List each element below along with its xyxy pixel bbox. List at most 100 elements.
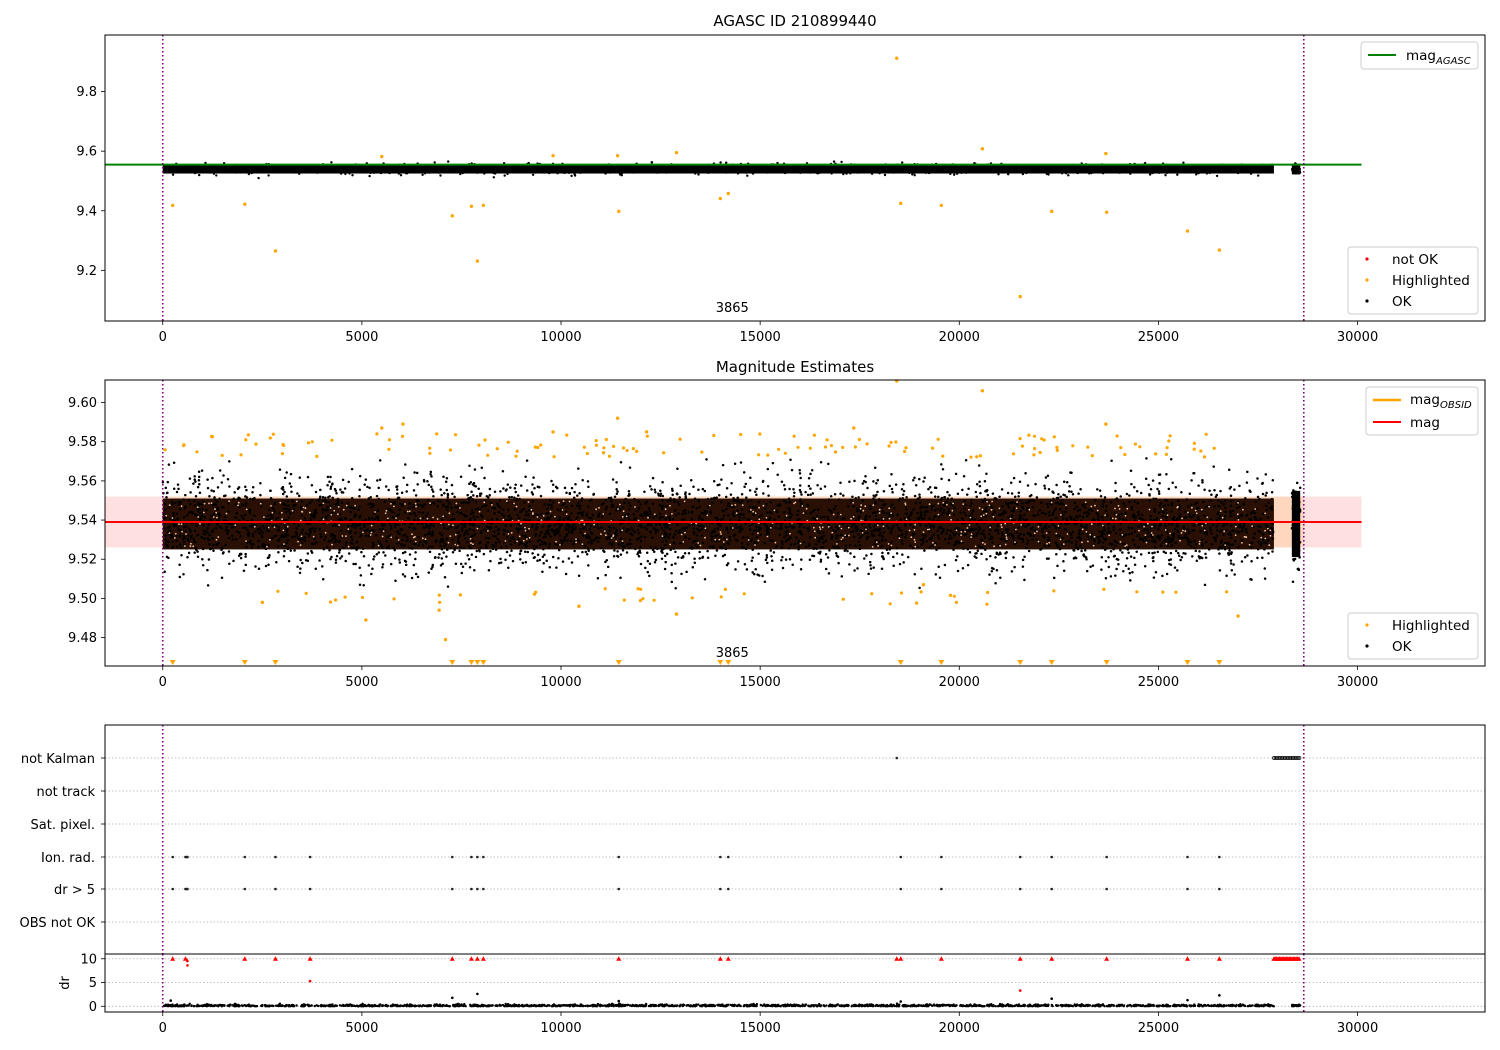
panel-magnitude-ok-point [1050, 503, 1054, 506]
panel-magnitude-ok-point [584, 534, 588, 537]
panel-magnitude-ok-point [488, 494, 491, 497]
panel-magnitude-ok-point [1085, 524, 1088, 527]
panel-agasc-ok-point [1106, 167, 1109, 170]
panel-magnitude-ok-point [990, 569, 994, 573]
panel-magnitude-ok-point [1122, 518, 1125, 521]
panel-magnitude-ok-point [996, 524, 1000, 528]
panel-magnitude-ok-point [1238, 484, 1241, 488]
panel-magnitude-ok-point [874, 539, 878, 542]
panel-magnitude-ok-point [785, 530, 788, 534]
panel-agasc-ok-point [1065, 172, 1068, 175]
panel-magnitude-ok-point [1118, 517, 1121, 520]
panel-magnitude-ok-point [523, 550, 527, 553]
panel-magnitude-ok-point [329, 487, 332, 491]
panel-magnitude-ok-point [683, 551, 687, 555]
panel-magnitude-ok-point [587, 485, 590, 489]
panel-magnitude-ok-point [947, 507, 950, 511]
panel-magnitude-ok-point [920, 513, 923, 516]
panel-magnitude-ok-point [180, 554, 183, 557]
panel-magnitude-ok-point [703, 489, 707, 493]
panel-magnitude-ok-point [954, 540, 958, 544]
panel-magnitude-ok-point [741, 527, 744, 531]
panel-magnitude-ok-point [874, 500, 877, 504]
panel-magnitude-ok-point [295, 527, 298, 530]
panel-magnitude-ok-point [244, 563, 248, 567]
panel-magnitude-ok-point [1270, 491, 1274, 494]
panel-agasc-xtick-label: 20000 [939, 330, 980, 345]
panel-agasc-ok-point [195, 170, 198, 174]
panel-agasc-ok-point [1200, 165, 1204, 169]
panel-magnitude-ok-point [296, 565, 299, 569]
panel-magnitude-ok-point [608, 512, 612, 516]
panel-magnitude-ok-point [836, 512, 840, 515]
panel-magnitude-ok-point [1081, 504, 1085, 507]
panel-magnitude-ok-point [937, 537, 941, 540]
panel-magnitude-ok-point [529, 540, 532, 543]
panel-agasc-ok-point [789, 165, 793, 169]
panel-magnitude-ok-point [579, 531, 582, 534]
panel-magnitude-ok-point [930, 508, 934, 511]
panel-magnitude-ok-point [1169, 537, 1173, 540]
panel-agasc-ok-point [220, 166, 224, 169]
panel-magnitude-ok-point [438, 531, 442, 535]
panel-magnitude-ok-point [1292, 533, 1295, 537]
panel-magnitude-ok-point [1235, 506, 1239, 510]
panel-magnitude-ok-point [739, 461, 743, 464]
panel-magnitude-ok-point [1238, 505, 1242, 508]
panel-magnitude-ok-point [1149, 518, 1152, 521]
panel-agasc-ok-point [231, 165, 234, 168]
panel-magnitude-ok-point [1109, 501, 1113, 504]
panel-magnitude-ok-point [782, 483, 786, 487]
panel-magnitude-ok-point [217, 542, 220, 545]
panel-magnitude-ok-point [576, 538, 579, 541]
panel-magnitude-ok-point [663, 567, 667, 571]
panel-magnitude-ok-point [632, 513, 636, 516]
panel-magnitude-ok-point [380, 530, 384, 533]
panel-magnitude-ok-point [502, 533, 506, 536]
panel-agasc-ok-point [339, 172, 343, 175]
panel-agasc-ok-point [970, 168, 974, 172]
panel-magnitude-ok-point [1270, 497, 1274, 501]
panel-magnitude-ok-point [443, 491, 446, 495]
panel-magnitude-ok-point [1156, 487, 1159, 491]
panel-magnitude-ok-point [509, 543, 513, 546]
panel-magnitude-ok-point [627, 501, 630, 505]
panel-magnitude-ok-point [282, 507, 285, 511]
panel-magnitude-ok-point [1292, 547, 1295, 550]
panel-magnitude-ok-point [1089, 565, 1092, 569]
panel-magnitude-ok-point [354, 522, 358, 526]
panel-agasc-ok-point [251, 169, 254, 172]
panel-magnitude-ok-point [1294, 514, 1298, 518]
panel-magnitude-ok-point [923, 510, 926, 514]
panel-agasc-ok-point [556, 172, 559, 175]
panel-magnitude-ok-point [462, 533, 466, 537]
panel-magnitude-ok-point [850, 525, 854, 528]
panel-agasc-ok-point [1069, 170, 1073, 173]
panel-magnitude-ok-point [870, 552, 873, 556]
panel-agasc-ok-point [506, 166, 510, 170]
panel-agasc-ok-point [1227, 168, 1231, 171]
panel-magnitude-ok-point [654, 514, 658, 517]
panel-magnitude-ok-point [977, 525, 981, 529]
panel-agasc-ok-point [295, 169, 299, 172]
panel-agasc-highlighted-point [1018, 294, 1022, 299]
panel-magnitude-ok-point [413, 471, 416, 474]
panel-agasc-ok-point [214, 169, 218, 172]
panel-agasc-ok-point [1143, 171, 1147, 174]
panel-magnitude-ok-point [1137, 510, 1140, 514]
panel-agasc-ok-point [245, 169, 248, 172]
panel-agasc-ok-point [1235, 166, 1238, 170]
panel-magnitude-ok-point [508, 496, 511, 499]
panel-magnitude-ok-point [457, 524, 460, 528]
panel-magnitude-ok-point [1256, 495, 1260, 499]
panel-magnitude-ok-point [373, 518, 377, 521]
panel-magnitude-ok-point [525, 489, 529, 492]
panel-magnitude-ok-point [1098, 535, 1101, 538]
panel-magnitude-ok-point [1017, 491, 1021, 494]
panel-magnitude-ok-point [197, 501, 200, 505]
panel-magnitude-ok-point [975, 483, 979, 486]
panel-magnitude-ok-point [1079, 523, 1083, 526]
panel-magnitude-ok-point [670, 563, 674, 567]
panel-magnitude-ok-point [966, 548, 970, 551]
panel-magnitude-ok-point [393, 548, 396, 552]
